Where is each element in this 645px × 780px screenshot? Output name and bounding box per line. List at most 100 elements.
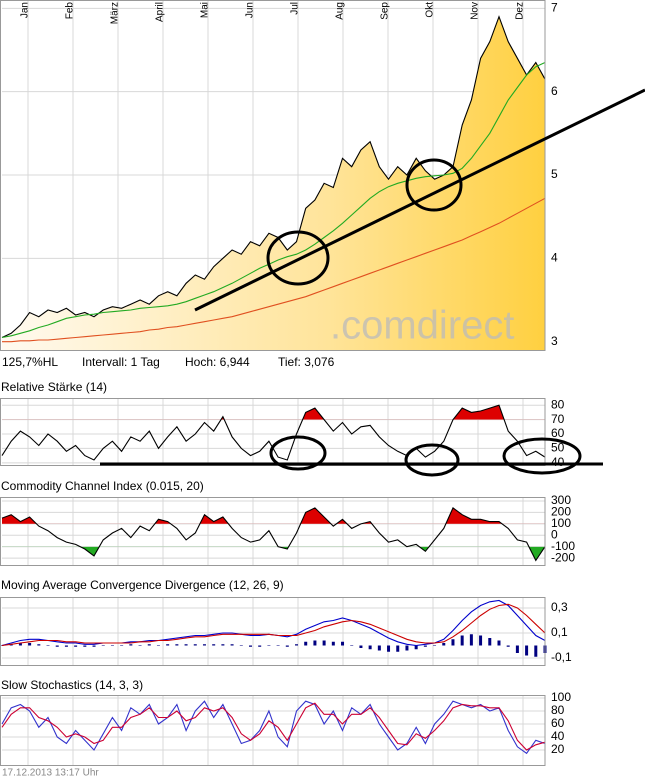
stat: Tief: 3,076 xyxy=(278,355,335,369)
trend-line xyxy=(194,88,645,312)
histogram-bar xyxy=(469,634,473,646)
watermark: .comdirect xyxy=(330,304,515,348)
histogram-bar xyxy=(322,640,326,646)
y-tick-label: 4 xyxy=(551,251,558,265)
y-tick-label: 100 xyxy=(551,516,571,530)
circle-annotation xyxy=(502,437,582,475)
histogram-bar xyxy=(267,645,271,646)
stat: Hoch: 6,944 xyxy=(185,355,250,369)
histogram-bar xyxy=(396,645,400,652)
month-label: März xyxy=(110,2,121,24)
histogram-bar xyxy=(368,645,372,650)
circle-annotation xyxy=(266,230,330,286)
histogram-bar xyxy=(442,643,446,646)
series-line xyxy=(1,404,546,461)
annotations xyxy=(100,88,645,477)
panel-frame xyxy=(0,695,546,766)
month-label: Jun xyxy=(245,2,256,18)
histogram-bar xyxy=(248,645,252,647)
y-tick-label: -100 xyxy=(551,539,575,553)
y-tick-label: 50 xyxy=(551,441,565,455)
histogram-bar xyxy=(515,645,519,653)
y-tick-label: 0 xyxy=(551,527,558,541)
circle-annotation xyxy=(405,158,463,212)
y-tick-label: 60 xyxy=(551,716,565,730)
footer: 17.12.2013 13:17 Uhr xyxy=(2,768,99,779)
panel-frame xyxy=(0,0,546,351)
histogram-bar xyxy=(258,645,262,647)
histogram-bar xyxy=(230,644,234,646)
y-tick-label: 5 xyxy=(551,167,558,181)
histogram-bar xyxy=(488,638,492,646)
month-label: Dez xyxy=(515,2,526,20)
panel-title: Slow Stochastics (14, 3, 3) xyxy=(1,678,143,692)
histogram-bar xyxy=(202,644,206,646)
histogram-bar xyxy=(175,644,179,646)
histogram-bar xyxy=(83,645,87,647)
series-line xyxy=(1,507,546,562)
histogram-bar xyxy=(129,644,133,646)
histogram-bar xyxy=(120,645,124,646)
histogram-bar xyxy=(433,645,437,646)
series-line xyxy=(1,15,546,339)
histogram-bar xyxy=(212,644,216,646)
series-line xyxy=(1,702,546,751)
price-area xyxy=(2,16,545,350)
histogram-bar xyxy=(147,644,151,646)
y-tick-label: 60 xyxy=(551,426,565,440)
histogram-bar xyxy=(295,644,299,646)
histogram-bar xyxy=(193,644,197,646)
stat: 125,7%HL xyxy=(2,355,58,369)
circle-annotation xyxy=(404,443,460,477)
histogram-bar xyxy=(110,645,114,646)
y-tick-label: 0,1 xyxy=(551,625,568,639)
panel-title: Relative Stärke (14) xyxy=(1,380,107,394)
circle-annotation xyxy=(269,435,327,471)
histogram-bar xyxy=(64,645,68,647)
histogram-bar xyxy=(359,645,363,648)
y-tick-label: 70 xyxy=(551,412,565,426)
y-tick-label: 7 xyxy=(551,1,558,15)
histogram-bar xyxy=(285,645,289,647)
panel-frame xyxy=(0,497,546,566)
series-line xyxy=(1,61,546,339)
histogram-bar xyxy=(37,644,41,646)
histogram-bar xyxy=(350,645,354,646)
histogram-bar xyxy=(0,645,4,646)
histogram-bar xyxy=(405,645,409,651)
histogram-bar xyxy=(479,635,483,646)
month-label: Feb xyxy=(65,2,76,20)
chart-layer: 3 4 5 6 7 .comdirect Jan Feb März April Mai Jun Jul A… xyxy=(0,0,575,766)
y-tick-label: 3 xyxy=(551,334,558,348)
y-tick-label: 20 xyxy=(551,742,565,756)
month-label: Sep xyxy=(380,2,391,20)
histogram-bar xyxy=(92,645,96,647)
histogram-bar xyxy=(46,645,50,646)
histogram-bar xyxy=(221,644,225,646)
y-tick-label: -200 xyxy=(551,550,575,564)
histogram-bar xyxy=(166,644,170,646)
histogram-bar xyxy=(423,645,427,647)
histogram-bar xyxy=(276,645,280,646)
histogram-bar xyxy=(414,645,418,650)
stat: Intervall: 1 Tag xyxy=(82,355,160,369)
histogram-bar xyxy=(304,641,308,646)
y-tick-label: 40 xyxy=(551,455,565,469)
y-tick-label: 80 xyxy=(551,703,565,717)
month-label: Aug xyxy=(335,2,346,20)
histogram-bar xyxy=(387,645,391,652)
histogram-bar xyxy=(74,645,78,647)
month-label: Mai xyxy=(200,2,211,18)
histogram-bar xyxy=(239,645,243,646)
histogram-bar xyxy=(451,639,455,646)
histogram-bar xyxy=(534,645,538,657)
histogram-bar xyxy=(9,644,13,646)
histogram-bar xyxy=(377,645,381,651)
histogram-bar xyxy=(341,641,345,646)
histogram-bar xyxy=(506,645,510,647)
level-fill xyxy=(221,405,505,420)
histogram-bar xyxy=(460,635,464,646)
histogram-bar xyxy=(101,645,105,646)
